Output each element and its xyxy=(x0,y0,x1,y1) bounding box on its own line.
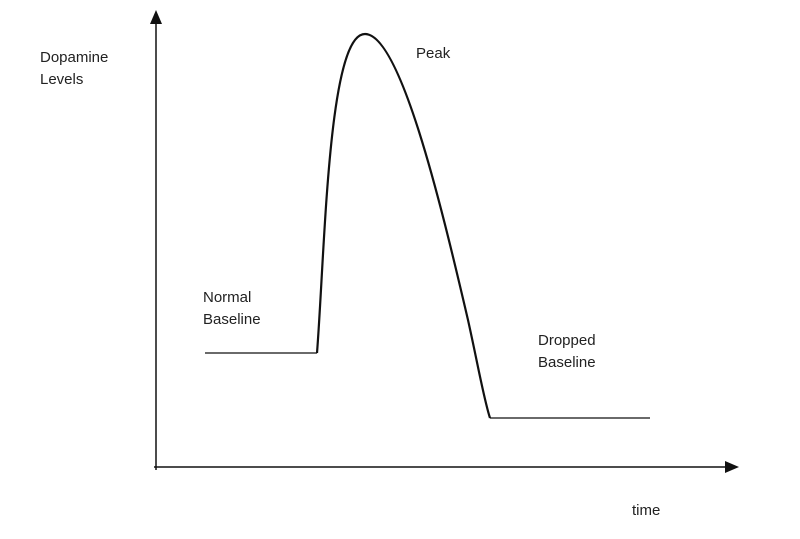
peak-label: Peak xyxy=(416,45,451,62)
y-axis-arrow xyxy=(150,10,162,24)
x-axis-arrow xyxy=(725,461,739,473)
y-axis-label: Dopamine Levels xyxy=(40,49,109,88)
dopamine-curve xyxy=(315,32,492,419)
normal-baseline-label: Normal Baseline xyxy=(203,289,261,328)
x-axis-label: time xyxy=(632,502,661,519)
dropped-baseline-label: Dropped Baseline xyxy=(538,332,596,371)
